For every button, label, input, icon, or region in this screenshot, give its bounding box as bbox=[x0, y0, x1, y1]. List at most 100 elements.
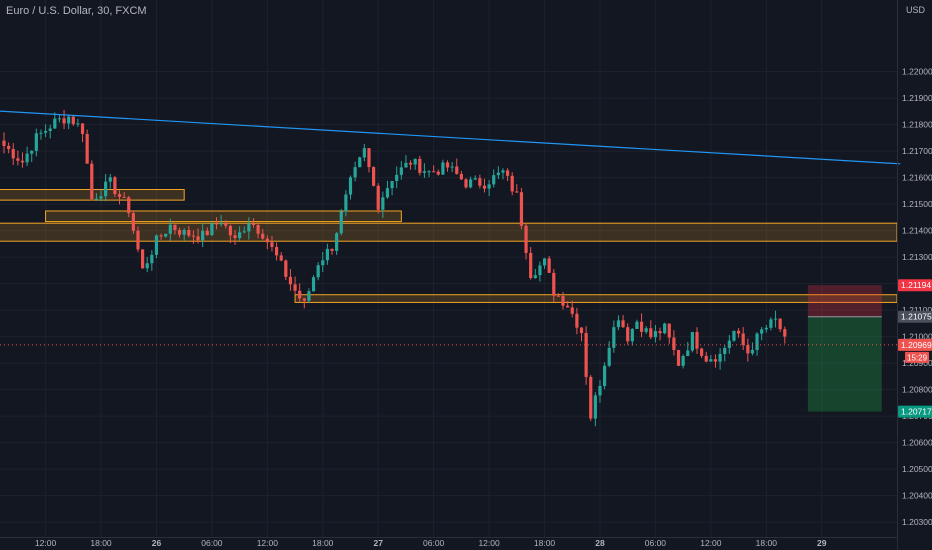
time-tick-label: 18:00 bbox=[534, 538, 556, 548]
candle-body bbox=[353, 167, 357, 178]
candle-body bbox=[182, 229, 186, 235]
trendline-layer bbox=[0, 110, 901, 346]
price-tick-label: 1.21700 bbox=[902, 146, 932, 156]
candle-body bbox=[159, 235, 163, 237]
current-price-badge-bg bbox=[898, 338, 932, 351]
candle-body bbox=[256, 225, 260, 234]
time-tick-label: 12:00 bbox=[478, 538, 500, 548]
candle-body bbox=[67, 116, 71, 124]
time-tick-label: 12:00 bbox=[700, 538, 722, 548]
candle-body bbox=[62, 118, 66, 124]
candle-body bbox=[455, 166, 459, 174]
stop-price-badge: 1.21194 bbox=[901, 280, 931, 290]
price-tick-label: 1.22000 bbox=[902, 67, 932, 77]
candle-body bbox=[584, 333, 588, 377]
candle-body bbox=[783, 329, 787, 337]
candle-body bbox=[736, 330, 741, 334]
candle-body bbox=[279, 255, 283, 261]
candle-body bbox=[432, 171, 436, 173]
candle-body bbox=[2, 140, 6, 146]
candle-body bbox=[16, 158, 20, 161]
candle-body bbox=[672, 337, 676, 350]
price-tick-label: 1.21500 bbox=[902, 199, 932, 209]
candle-body bbox=[127, 197, 131, 214]
candle-body bbox=[487, 184, 491, 189]
candle-body bbox=[445, 162, 450, 168]
candle-body bbox=[505, 170, 510, 176]
candle-body bbox=[261, 233, 265, 239]
candle-body bbox=[330, 248, 334, 251]
candle-body bbox=[274, 246, 279, 256]
candle-body bbox=[621, 320, 625, 328]
candle-body bbox=[441, 162, 445, 175]
candle-body bbox=[131, 213, 135, 231]
candle-body bbox=[385, 188, 390, 198]
time-tick-label: 06:00 bbox=[201, 538, 223, 548]
candle-body bbox=[727, 340, 731, 348]
candle-body bbox=[136, 230, 140, 250]
stop-loss-area bbox=[807, 285, 882, 317]
candle-body bbox=[57, 118, 62, 120]
price-tick-label: 1.21400 bbox=[902, 226, 932, 236]
candle-body bbox=[99, 196, 103, 199]
candle-body bbox=[515, 191, 519, 193]
candle-body bbox=[510, 175, 514, 192]
time-tick-label: 27 bbox=[373, 538, 383, 548]
candle-body bbox=[205, 230, 209, 236]
time-tick-label: 29 bbox=[817, 538, 827, 548]
candle-body bbox=[164, 233, 168, 237]
candle-body bbox=[90, 163, 94, 199]
price-tick-label: 1.21900 bbox=[902, 93, 932, 103]
candle-body bbox=[658, 331, 662, 334]
descending-trendline bbox=[0, 110, 901, 165]
candle-body bbox=[316, 265, 320, 278]
candle-body bbox=[173, 224, 177, 230]
candle-body bbox=[71, 116, 75, 125]
candle-body bbox=[764, 327, 768, 330]
candle-body bbox=[150, 254, 154, 264]
candle-body bbox=[436, 171, 440, 175]
time-axis[interactable]: 12:00 18:00 26 06:00 12:00 18:00 27 06:00 12:00 1… bbox=[0, 537, 897, 549]
candle-body bbox=[579, 327, 584, 334]
candle-body bbox=[224, 223, 228, 226]
candle-body bbox=[413, 158, 417, 165]
candle-body bbox=[325, 248, 329, 261]
candle-body bbox=[358, 157, 362, 168]
candle-body bbox=[7, 145, 11, 150]
candle-body bbox=[778, 318, 782, 330]
candle-body bbox=[104, 181, 108, 197]
candle-body bbox=[293, 284, 297, 291]
candle-body bbox=[547, 258, 551, 273]
candle-body bbox=[108, 177, 112, 182]
candle-body bbox=[339, 211, 343, 234]
candle-body bbox=[593, 395, 597, 419]
candle-body bbox=[538, 265, 542, 276]
price-tick-label: 1.20900 bbox=[902, 358, 932, 368]
time-tick-label: 06:00 bbox=[645, 538, 667, 548]
candle-body bbox=[302, 298, 306, 301]
short-position-tool[interactable] bbox=[807, 285, 882, 412]
time-tick-label: 28 bbox=[595, 538, 605, 548]
candle-body bbox=[626, 327, 630, 342]
candle-body bbox=[459, 173, 463, 180]
currency-label: USD bbox=[906, 5, 926, 15]
candle-body bbox=[251, 223, 256, 226]
price-tick-label: 1.21800 bbox=[902, 120, 932, 130]
candle-body bbox=[570, 307, 574, 314]
candle-body bbox=[210, 223, 214, 236]
candle-body bbox=[686, 350, 690, 356]
candle-body bbox=[635, 321, 639, 329]
candle-body bbox=[556, 295, 560, 297]
candle-body bbox=[187, 229, 191, 236]
candle-body bbox=[233, 235, 237, 239]
candle-body bbox=[141, 249, 145, 269]
candle-body bbox=[542, 258, 547, 266]
time-tick-label: 26 bbox=[152, 538, 162, 548]
candle-body bbox=[43, 130, 48, 133]
candle-body bbox=[630, 328, 634, 342]
candle-body bbox=[612, 327, 616, 348]
candle-body bbox=[145, 263, 149, 269]
candle-body bbox=[362, 148, 366, 158]
candle-body bbox=[48, 128, 52, 131]
